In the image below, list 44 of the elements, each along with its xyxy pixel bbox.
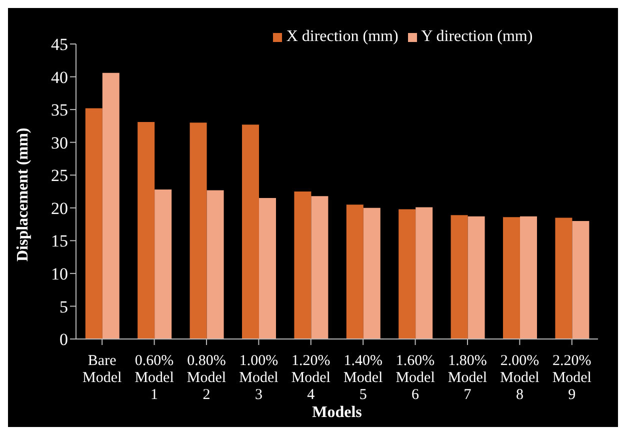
bar [138, 122, 155, 339]
bar [572, 221, 590, 339]
bar [520, 216, 537, 339]
bar [102, 72, 120, 339]
x-tick-label: 1.80% Model 7 [448, 353, 488, 403]
y-axis-title: Displacement (mm) [14, 128, 32, 262]
x-tick-label: 2.20% Model 9 [552, 353, 592, 403]
y-tick-label: 15 [51, 232, 68, 251]
x-tick-label: 1.60% Model 6 [396, 353, 435, 403]
y-tick-label: 20 [51, 198, 68, 218]
bar [311, 196, 328, 339]
y-tick-label: 5 [60, 297, 68, 316]
x-tick-label: 1.00% Model 3 [239, 353, 278, 403]
legend-label: X direction (mm) [286, 28, 398, 45]
x-tick-label: 1.40% Model 5 [344, 353, 383, 403]
bar [294, 192, 312, 339]
bar [555, 218, 572, 339]
y-tick-label: 35 [51, 100, 68, 120]
bar [346, 204, 364, 339]
x-tick-label: Bare Model [82, 353, 122, 386]
bar [154, 190, 172, 339]
bar [242, 124, 259, 339]
bar [416, 207, 433, 339]
bar [450, 215, 468, 339]
y-tick-label: 25 [51, 166, 68, 186]
legend-label: Y direction (mm) [421, 28, 533, 45]
bar [502, 217, 520, 339]
y-tick-label: 40 [51, 68, 68, 87]
y-tick-label: 10 [51, 264, 68, 284]
bar [206, 190, 224, 339]
y-tick-label: 45 [51, 35, 68, 54]
x-tick-label: 1.20% Model 4 [291, 353, 330, 403]
bar [363, 208, 380, 339]
x-tick-label: 0.80% Model 2 [186, 353, 226, 403]
bar [258, 198, 276, 339]
x-axis-title: Models [312, 404, 362, 421]
x-tick-label: 0.60% Model 1 [134, 353, 174, 403]
bar [468, 216, 485, 339]
bar [190, 122, 207, 339]
bar [398, 209, 416, 339]
y-tick-label: 30 [51, 133, 68, 152]
x-tick-label: 2.00% Model 8 [500, 353, 540, 403]
bar [85, 108, 102, 339]
y-tick-label: 0 [60, 330, 68, 350]
